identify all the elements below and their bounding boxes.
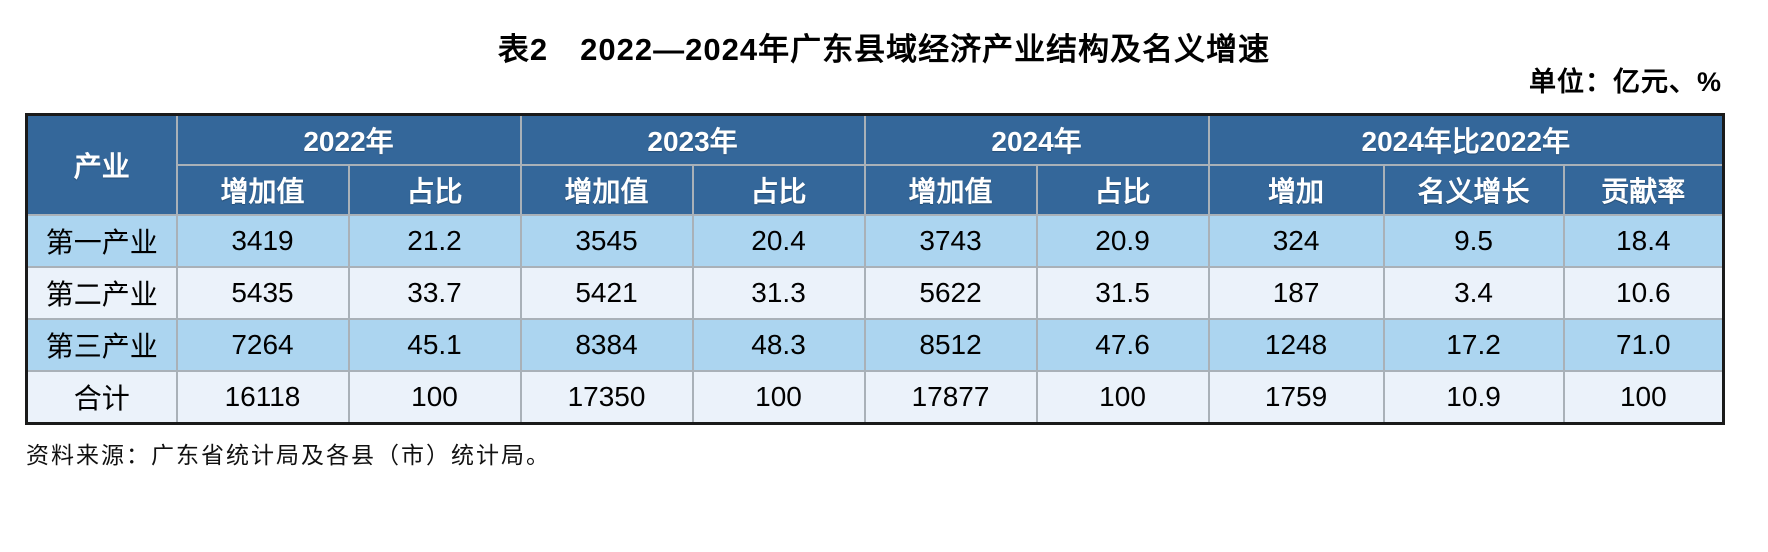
table-cell: 10.9	[1382, 370, 1565, 425]
column-group-header: 2024年比2022年	[1207, 113, 1725, 166]
table-title: 表2 2022—2024年广东县域经济产业结构及名义增速	[497, 32, 1271, 67]
table-cell: 17350	[519, 370, 694, 425]
table-cell: 45.1	[347, 318, 522, 372]
table-row: 第二产业 5435 33.7 5421 31.3 5622 31.5 187 3.4 10.6	[25, 266, 1725, 320]
table-cell: 20.9	[1035, 214, 1210, 268]
table-cell: 10.6	[1562, 266, 1725, 320]
table-cell: 18.4	[1562, 214, 1725, 268]
table-cell: 17877	[863, 370, 1038, 425]
table-cell: 3743	[863, 214, 1038, 268]
table-cell: 3.4	[1382, 266, 1565, 320]
table-cell: 71.0	[1562, 318, 1725, 372]
table-cell: 48.3	[691, 318, 866, 372]
column-group-header: 2023年	[519, 113, 866, 166]
header-row-groups: 产业 2022年 2023年 2024年 2024年比2022年	[25, 113, 1725, 216]
table-cell: 100	[347, 370, 522, 425]
table-cell: 17.2	[1382, 318, 1565, 372]
table-cell: 21.2	[347, 214, 522, 268]
table-cell: 9.5	[1382, 214, 1565, 268]
table-cell: 8384	[519, 318, 694, 372]
table-cell: 3419	[175, 214, 350, 268]
corner-header: 产业	[25, 113, 178, 216]
unit-label: 单位：亿元、%	[1528, 67, 1722, 97]
table-row: 第三产业 7264 45.1 8384 48.3 8512 47.6 1248 17.2 71.0	[25, 318, 1725, 372]
column-header: 增加值	[863, 164, 1038, 216]
table-cell: 187	[1207, 266, 1385, 320]
table-cell: 33.7	[347, 266, 522, 320]
row-label: 合计	[25, 370, 178, 425]
table-cell: 20.4	[691, 214, 866, 268]
table-cell: 7264	[175, 318, 350, 372]
table-cell: 31.5	[1035, 266, 1210, 320]
header-row-columns: 增加值 占比 增加值 占比 增加值 占比 增加 名义增长 贡献率	[27, 164, 1725, 216]
industry-structure-table: 产业 2022年 2023年 2024年 2024年比2022年 增加值 占比 增加值 占比 增加…	[25, 113, 1726, 425]
table-cell: 5435	[175, 266, 350, 320]
table-body: 第一产业 3419 21.2 3545 20.4 3743 20.9 324 9.5 18.4 第二…	[25, 214, 1725, 425]
table-cell: 47.6	[1035, 318, 1210, 372]
table-cell: 1759	[1207, 370, 1385, 425]
table-cell: 100	[1035, 370, 1210, 425]
table-cell: 16118	[175, 370, 350, 425]
table-header: 产业 2022年 2023年 2024年 2024年比2022年 增加值 占比 增加值 占比 增加…	[25, 113, 1725, 216]
row-label: 第一产业	[25, 214, 178, 268]
table-cell: 100	[1562, 370, 1725, 425]
table-cell: 324	[1207, 214, 1385, 268]
column-group-header: 2022年	[175, 113, 522, 166]
table-cell: 1248	[1207, 318, 1385, 372]
table-cell: 5421	[519, 266, 694, 320]
source-note: 资料来源：广东省统计局及各县（市）统计局。	[26, 443, 551, 469]
column-header: 增加值	[519, 164, 694, 216]
table-cell: 3545	[519, 214, 694, 268]
table-cell: 100	[691, 370, 866, 425]
table-row: 合计 16118 100 17350 100 17877 100 1759 10.9 100	[25, 370, 1725, 425]
column-header: 占比	[347, 164, 522, 216]
row-label: 第二产业	[25, 266, 178, 320]
column-header: 增加	[1207, 164, 1385, 216]
column-header: 名义增长	[1382, 164, 1565, 216]
row-label: 第三产业	[25, 318, 178, 372]
table-cell: 31.3	[691, 266, 866, 320]
column-header: 占比	[691, 164, 866, 216]
column-group-header: 2024年	[863, 113, 1210, 166]
column-header: 增加值	[175, 164, 350, 216]
table-row: 第一产业 3419 21.2 3545 20.4 3743 20.9 324 9.5 18.4	[25, 214, 1725, 268]
table-cell: 5622	[863, 266, 1038, 320]
column-header: 贡献率	[1562, 164, 1725, 216]
column-header: 占比	[1035, 164, 1210, 216]
table-cell: 8512	[863, 318, 1038, 372]
